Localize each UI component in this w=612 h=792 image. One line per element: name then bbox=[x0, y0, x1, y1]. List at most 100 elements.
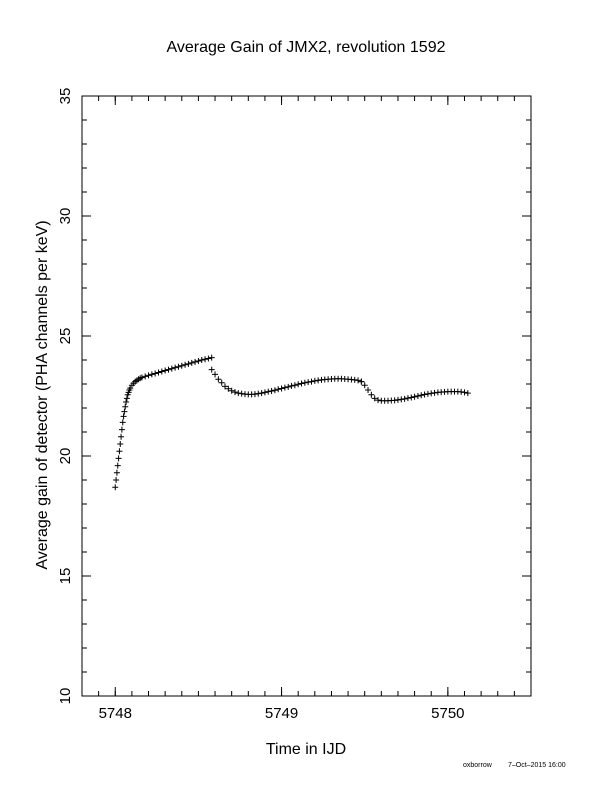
y-tick-label: 25 bbox=[57, 328, 74, 345]
data-point bbox=[368, 391, 375, 398]
data-point bbox=[261, 389, 268, 396]
x-minor-ticks bbox=[81, 96, 532, 696]
data-point bbox=[182, 361, 189, 368]
y-tick-label: 20 bbox=[57, 448, 74, 465]
data-point bbox=[165, 366, 172, 373]
x-axis-label: Time in IJD bbox=[266, 741, 346, 758]
data-point bbox=[404, 395, 411, 402]
data-point bbox=[275, 386, 282, 393]
data-point bbox=[117, 441, 124, 447]
y-major-ticks bbox=[82, 95, 531, 697]
data-point bbox=[265, 388, 272, 395]
data-point bbox=[123, 395, 130, 402]
data-point bbox=[208, 366, 215, 373]
data-point bbox=[401, 395, 408, 402]
x-tick-labels: 5748 5749 5750 bbox=[99, 705, 465, 722]
data-point bbox=[408, 394, 415, 401]
data-point bbox=[464, 390, 471, 397]
data-point bbox=[138, 374, 145, 381]
y-axis-label: Average gain of detector (PHA channels p… bbox=[34, 220, 51, 569]
data-point bbox=[145, 372, 152, 379]
data-point bbox=[271, 387, 278, 394]
data-point bbox=[121, 408, 128, 415]
data-point bbox=[301, 379, 308, 386]
data-point bbox=[288, 382, 295, 389]
data-point bbox=[123, 399, 130, 405]
data-point bbox=[192, 358, 199, 365]
x-tick-label: 5748 bbox=[99, 705, 132, 722]
data-point bbox=[172, 364, 179, 371]
x-tick-label: 5749 bbox=[265, 705, 298, 722]
plot-area: 5748 5749 5750 10 15 20 25 30 35 bbox=[57, 88, 532, 722]
data-point bbox=[148, 371, 155, 378]
data-point bbox=[162, 367, 169, 374]
data-point bbox=[116, 448, 123, 455]
data-point bbox=[113, 469, 120, 476]
data-point bbox=[122, 403, 129, 410]
data-point bbox=[371, 395, 378, 402]
y-tick-label: 30 bbox=[57, 208, 74, 225]
data-point bbox=[155, 369, 162, 376]
data-point bbox=[231, 389, 238, 396]
y-minor-ticks bbox=[82, 95, 531, 697]
data-point bbox=[212, 371, 219, 378]
data-point bbox=[278, 385, 285, 392]
data-point bbox=[119, 419, 126, 426]
data-point bbox=[168, 365, 175, 372]
data-point bbox=[175, 363, 182, 370]
data-point bbox=[188, 359, 195, 366]
data-point bbox=[114, 462, 121, 469]
data-point bbox=[308, 378, 315, 385]
data-point bbox=[418, 392, 425, 399]
data-point bbox=[222, 383, 229, 390]
data-point bbox=[411, 393, 418, 400]
data-point bbox=[258, 390, 265, 397]
data-point bbox=[118, 433, 125, 440]
data-point bbox=[115, 455, 122, 462]
y-tick-label: 35 bbox=[57, 88, 74, 105]
data-point bbox=[112, 484, 119, 491]
x-major-ticks bbox=[114, 96, 449, 696]
data-point bbox=[414, 393, 421, 399]
data-point bbox=[291, 382, 298, 389]
x-tick-label: 5750 bbox=[431, 705, 464, 722]
data-point bbox=[228, 387, 235, 394]
data-point bbox=[215, 376, 222, 383]
data-point bbox=[178, 362, 185, 369]
y-tick-label: 15 bbox=[57, 568, 74, 585]
plot-frame bbox=[81, 95, 532, 697]
y-tick-labels: 10 15 20 25 30 35 bbox=[57, 88, 74, 705]
data-point bbox=[208, 354, 215, 361]
data-point bbox=[358, 378, 365, 385]
data-point bbox=[361, 382, 368, 389]
data-point bbox=[205, 355, 212, 362]
data-point bbox=[365, 387, 372, 393]
data-point bbox=[198, 357, 205, 363]
data-point bbox=[295, 381, 302, 388]
data-point bbox=[461, 389, 468, 396]
data-point bbox=[375, 397, 382, 404]
data-point bbox=[118, 426, 125, 433]
y-tick-label: 10 bbox=[57, 688, 74, 705]
data-point bbox=[421, 391, 428, 398]
data-point bbox=[225, 385, 232, 392]
data-point bbox=[298, 380, 305, 387]
data-point bbox=[185, 360, 192, 367]
data-point bbox=[120, 413, 127, 420]
data-point bbox=[195, 357, 202, 364]
data-point bbox=[281, 384, 288, 391]
footer-timestamp: 7–Oct–2015 16:00 bbox=[508, 762, 566, 769]
data-point bbox=[142, 373, 149, 380]
data-point bbox=[268, 387, 275, 394]
data-point bbox=[202, 356, 209, 363]
data-point bbox=[218, 379, 225, 386]
data-point bbox=[285, 383, 292, 390]
data-points bbox=[112, 354, 471, 491]
data-point bbox=[152, 370, 159, 377]
data-point bbox=[113, 477, 120, 483]
footer-author: oxborrow bbox=[463, 762, 493, 769]
data-point bbox=[355, 377, 362, 384]
data-point bbox=[158, 368, 165, 375]
chart-title: Average Gain of JMX2, revolution 1592 bbox=[167, 39, 446, 56]
